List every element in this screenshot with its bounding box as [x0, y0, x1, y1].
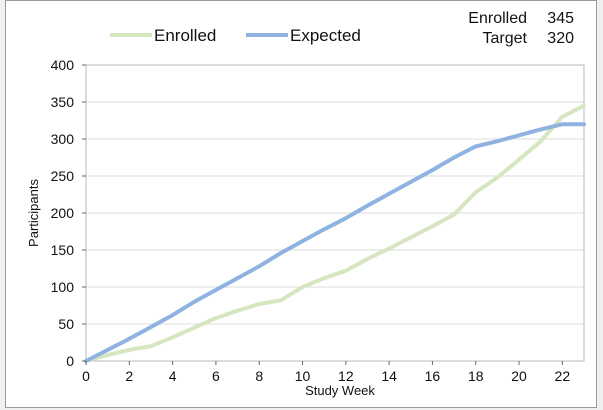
legend-label-expected: Expected: [290, 26, 361, 45]
target-summary-value: 320: [547, 30, 574, 47]
x-tick-label: 8: [255, 368, 263, 384]
y-tick-label: 300: [51, 131, 75, 147]
y-axis-ticks: 0 50 100 150 200 250 300 350 400: [51, 57, 86, 369]
x-axis-ticks: 0 2 4 6 8 10 12 14 16 18 20 22: [82, 361, 570, 384]
x-axis-title: Study Week: [305, 383, 375, 398]
y-tick-label: 50: [58, 316, 74, 332]
y-tick-label: 0: [66, 353, 74, 369]
target-summary-label: Target: [483, 30, 528, 47]
x-tick-label: 14: [381, 368, 397, 384]
grid-lines: [86, 64, 584, 362]
x-tick-label: 0: [82, 368, 90, 384]
y-tick-label: 350: [51, 94, 75, 110]
x-tick-label: 6: [212, 368, 220, 384]
x-tick-label: 22: [555, 368, 571, 384]
chart-panel: 0 2 4 6 8 10 12 14 16 18 20 22 0 50 100 150 200 250 300 35…: [5, 0, 597, 408]
y-tick-label: 250: [51, 168, 75, 184]
y-tick-label: 400: [51, 57, 75, 73]
x-tick-label: 20: [511, 368, 527, 384]
enrolled-summary-value: 345: [547, 10, 574, 27]
legend-label-enrolled: Enrolled: [154, 26, 216, 45]
y-tick-label: 100: [51, 279, 75, 295]
y-tick-label: 150: [51, 242, 75, 258]
summary-box: Enrolled 345 Target 320: [468, 10, 574, 47]
x-tick-label: 16: [425, 368, 441, 384]
legend: Enrolled Expected: [110, 26, 361, 45]
series-line-enrolled: [84, 103, 586, 363]
series-lines: [84, 103, 586, 363]
y-tick-label: 200: [51, 205, 75, 221]
y-axis-title: Participants: [26, 179, 41, 247]
series-line-expected: [84, 122, 586, 363]
enrollment-chart: 0 2 4 6 8 10 12 14 16 18 20 22 0 50 100 150 200 250 300 35…: [26, 10, 586, 398]
x-tick-label: 4: [169, 368, 177, 384]
x-tick-label: 18: [468, 368, 484, 384]
x-tick-label: 12: [338, 368, 354, 384]
x-tick-label: 10: [295, 368, 311, 384]
x-tick-label: 2: [125, 368, 133, 384]
enrolled-summary-label: Enrolled: [468, 10, 527, 27]
